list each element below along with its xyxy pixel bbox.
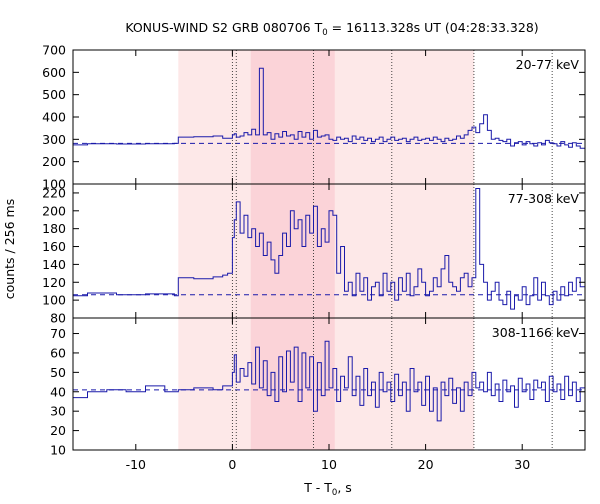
- y-tick-label: 20: [50, 423, 66, 438]
- energy-band-label: 308-1166 keV: [492, 325, 580, 340]
- x-tick-label: 0: [228, 457, 236, 472]
- panel-2: 80 100 120 140 160 180 200 220 77-308 keV: [42, 183, 586, 326]
- x-tick-label: 10: [321, 457, 337, 472]
- y-tick-label: 10: [50, 443, 66, 458]
- y-tick-label: 60: [50, 345, 66, 360]
- y-tick-label: 180: [42, 221, 66, 236]
- y-tick-label: 500: [42, 87, 66, 102]
- energy-band-label: 20-77 keV: [516, 57, 580, 72]
- y-tick-label: 120: [42, 275, 66, 290]
- shaded-interval-dark: [250, 184, 335, 318]
- y-tick-label: 200: [42, 203, 66, 218]
- y-axis-label: counts / 256 ms: [2, 199, 17, 299]
- panel-3: 10 20 30 40 50 60 70 308-1166 keV -10 0 10 20 30: [50, 317, 586, 472]
- count-rate-histogram: [73, 188, 585, 310]
- panel-1: 100 200 300 400 500 600 700 20-77 keV: [42, 43, 586, 192]
- y-tick-label: 700: [42, 43, 66, 58]
- y-tick-label: 140: [42, 257, 66, 272]
- count-rate-histogram: [73, 340, 585, 422]
- energy-band-label: 77-308 keV: [508, 191, 580, 206]
- count-rate-histogram: [73, 67, 585, 149]
- shaded-interval-dark: [250, 318, 335, 450]
- y-tick-label: 40: [50, 384, 66, 399]
- y-tick-label: 100: [42, 177, 66, 192]
- y-tick-label: 160: [42, 239, 66, 254]
- panel-frame: [72, 317, 586, 451]
- y-tick-label: 200: [42, 154, 66, 169]
- x-tick-label: 20: [418, 457, 434, 472]
- y-tick-label: 100: [42, 293, 66, 308]
- shaded-interval-dark: [250, 50, 335, 184]
- x-axis-label: T - T0, s: [303, 480, 352, 498]
- chart-title: KONUS-WIND S2 GRB 080706 T0 = 16113.328s…: [125, 20, 538, 38]
- x-tick-label: -10: [126, 457, 146, 472]
- y-tick-label: 220: [42, 185, 66, 200]
- y-tick-label: 300: [42, 132, 66, 147]
- y-tick-label: 400: [42, 110, 66, 125]
- y-tick-label: 80: [50, 311, 66, 326]
- y-tick-label: 50: [50, 365, 66, 380]
- x-tick-label: 30: [514, 457, 530, 472]
- y-tick-label: 30: [50, 404, 66, 419]
- y-tick-label: 70: [50, 326, 66, 341]
- y-tick-label: 600: [42, 65, 66, 80]
